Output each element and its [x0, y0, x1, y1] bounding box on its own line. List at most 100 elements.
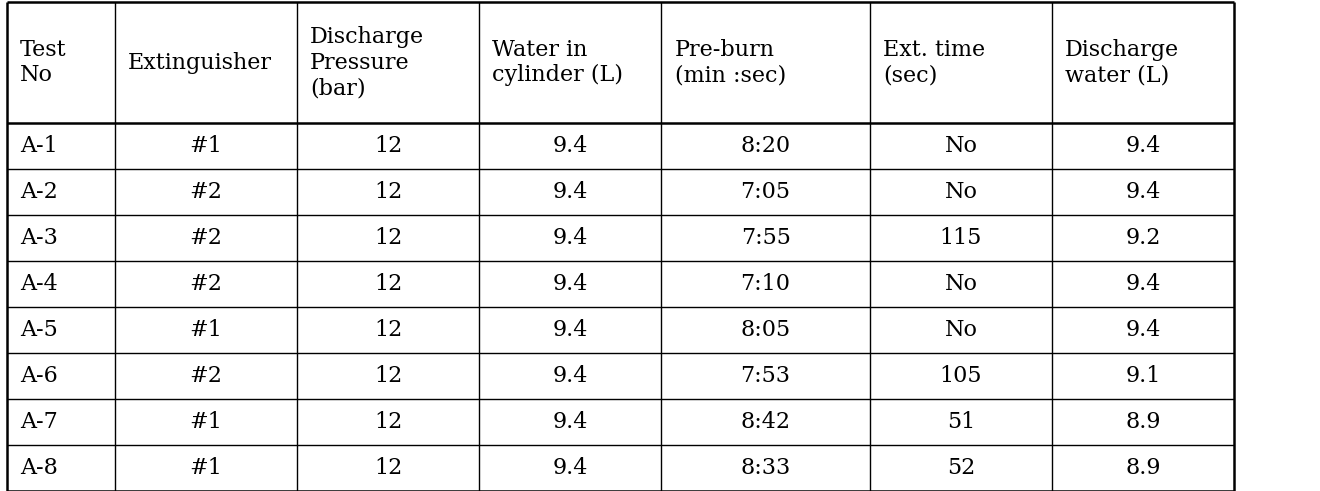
Text: Test
No: Test No — [20, 39, 66, 86]
Bar — [1052, 353, 1234, 399]
Bar — [1052, 169, 1234, 215]
Text: 7:10: 7:10 — [741, 273, 791, 295]
Text: 8.9: 8.9 — [1126, 411, 1160, 433]
Text: Discharge
water (L): Discharge water (L) — [1065, 39, 1179, 86]
Bar — [7, 2, 115, 123]
Bar — [870, 399, 1052, 445]
Bar — [297, 353, 479, 399]
Text: 9.4: 9.4 — [1126, 181, 1160, 203]
Bar — [479, 261, 661, 307]
Bar — [870, 353, 1052, 399]
Bar — [115, 307, 297, 353]
Text: A-4: A-4 — [20, 273, 58, 295]
Text: 8:05: 8:05 — [741, 319, 791, 341]
Bar — [7, 353, 115, 399]
Bar — [7, 215, 115, 261]
Bar — [479, 123, 661, 169]
Bar — [297, 169, 479, 215]
Bar — [870, 307, 1052, 353]
Text: 12: 12 — [374, 319, 403, 341]
Text: 115: 115 — [940, 227, 982, 249]
Text: Ext. time
(sec): Ext. time (sec) — [883, 39, 985, 86]
Bar — [297, 2, 479, 123]
Bar — [479, 399, 661, 445]
Bar — [661, 169, 870, 215]
Bar — [870, 215, 1052, 261]
Text: #1: #1 — [190, 135, 222, 157]
Text: A-6: A-6 — [20, 365, 58, 387]
Text: No: No — [945, 135, 978, 157]
Text: No: No — [945, 181, 978, 203]
Bar — [115, 399, 297, 445]
Text: 12: 12 — [374, 135, 403, 157]
Text: 12: 12 — [374, 181, 403, 203]
Bar — [661, 307, 870, 353]
Text: 9.4: 9.4 — [553, 457, 587, 479]
Text: 9.1: 9.1 — [1126, 365, 1160, 387]
Bar — [1052, 2, 1234, 123]
Bar — [297, 399, 479, 445]
Text: 7:05: 7:05 — [741, 181, 791, 203]
Text: A-1: A-1 — [20, 135, 58, 157]
Bar — [7, 445, 115, 491]
Text: 12: 12 — [374, 457, 403, 479]
Bar — [1052, 445, 1234, 491]
Text: 9.4: 9.4 — [553, 411, 587, 433]
Bar — [1052, 261, 1234, 307]
Text: 8:33: 8:33 — [741, 457, 791, 479]
Text: Discharge
Pressure
(bar): Discharge Pressure (bar) — [310, 26, 424, 99]
Text: 9.4: 9.4 — [1126, 319, 1160, 341]
Text: 12: 12 — [374, 365, 403, 387]
Text: A-7: A-7 — [20, 411, 58, 433]
Bar — [479, 353, 661, 399]
Bar — [115, 445, 297, 491]
Text: 9.4: 9.4 — [553, 365, 587, 387]
Text: No: No — [945, 319, 978, 341]
Bar — [297, 123, 479, 169]
Text: 8.9: 8.9 — [1126, 457, 1160, 479]
Text: #1: #1 — [190, 457, 222, 479]
Text: #2: #2 — [190, 181, 222, 203]
Text: 9.4: 9.4 — [553, 227, 587, 249]
Text: Water in
cylinder (L): Water in cylinder (L) — [492, 39, 623, 86]
Bar — [661, 261, 870, 307]
Bar — [1052, 307, 1234, 353]
Text: 12: 12 — [374, 227, 403, 249]
Text: 8:42: 8:42 — [741, 411, 791, 433]
Text: 52: 52 — [946, 457, 975, 479]
Bar — [115, 353, 297, 399]
Bar — [1052, 399, 1234, 445]
Bar — [1052, 215, 1234, 261]
Text: 12: 12 — [374, 411, 403, 433]
Bar — [479, 307, 661, 353]
Text: 105: 105 — [940, 365, 982, 387]
Bar — [115, 169, 297, 215]
Bar — [297, 215, 479, 261]
Bar — [115, 123, 297, 169]
Text: A-5: A-5 — [20, 319, 58, 341]
Text: 7:53: 7:53 — [741, 365, 791, 387]
Bar — [479, 2, 661, 123]
Text: 9.4: 9.4 — [1126, 135, 1160, 157]
Text: #2: #2 — [190, 273, 222, 295]
Bar — [297, 261, 479, 307]
Text: 8:20: 8:20 — [741, 135, 791, 157]
Bar — [7, 261, 115, 307]
Bar — [661, 399, 870, 445]
Text: Pre-burn
(min :sec): Pre-burn (min :sec) — [675, 39, 785, 86]
Text: 9.4: 9.4 — [553, 135, 587, 157]
Text: 51: 51 — [946, 411, 975, 433]
Text: 9.4: 9.4 — [553, 181, 587, 203]
Bar — [115, 2, 297, 123]
Bar — [870, 261, 1052, 307]
Bar — [661, 123, 870, 169]
Text: A-2: A-2 — [20, 181, 58, 203]
Text: 9.4: 9.4 — [553, 319, 587, 341]
Bar — [870, 123, 1052, 169]
Bar — [7, 399, 115, 445]
Bar — [870, 445, 1052, 491]
Text: 9.4: 9.4 — [553, 273, 587, 295]
Bar — [870, 169, 1052, 215]
Bar — [870, 2, 1052, 123]
Text: #2: #2 — [190, 227, 222, 249]
